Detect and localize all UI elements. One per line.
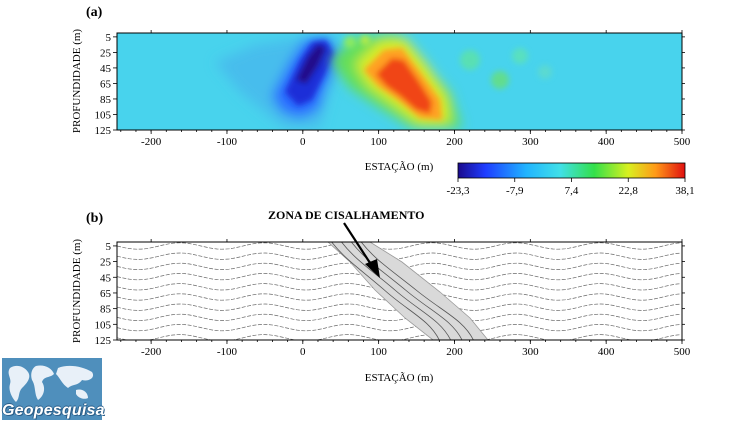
- panel-b-x-tick-label: 400: [598, 346, 615, 358]
- panel-a-x-tick-label: 300: [522, 136, 539, 148]
- panel-b-x-tick-label: 500: [674, 346, 691, 358]
- panel-b-x-tick-label: 0: [300, 346, 306, 358]
- panel-a-xlabel: ESTAÇÃO (m): [365, 161, 434, 173]
- shear-diagram: [117, 242, 682, 340]
- panel-a-x-ticks: -200 -100 0 100 200 300 400 500: [120, 30, 691, 148]
- panel-a-x-tick-label: 400: [598, 136, 615, 148]
- geopesquisa-logo: Geopesquisa: [2, 358, 105, 420]
- stratum-line: [117, 313, 682, 321]
- panel-b-y-ticks: 5 25 45 65 85 105 125: [95, 241, 685, 347]
- colorbar: [457, 162, 686, 179]
- panel-a-y-tick-label: 85: [100, 94, 112, 106]
- stratum-line: [117, 293, 682, 301]
- panel-a-y-tick-label: 45: [100, 63, 112, 75]
- panel-b-x-tick-label: 100: [370, 346, 387, 358]
- panel-b-x-tick-label: -100: [217, 346, 238, 358]
- stratum-line: [117, 303, 682, 311]
- colorbar-tick-label: -7,9: [506, 185, 524, 197]
- panel-b-y-tick-label: 125: [95, 335, 112, 347]
- colorbar-tick-label: 38,1: [675, 185, 694, 197]
- panel-a-ylabel: PROFUNDIDADE (m): [71, 29, 83, 134]
- stratum-line: [117, 324, 682, 332]
- annotation-arrow: [343, 222, 380, 278]
- panel-b-label: (b): [86, 211, 103, 226]
- diagram-frame: [116, 241, 683, 341]
- logo-text: Geopesquisa: [2, 402, 105, 419]
- shear-line: [341, 242, 452, 340]
- panel-a-y-tick-label: 125: [95, 125, 112, 137]
- stratum-line: [117, 283, 682, 291]
- panel-a-y-tick-label: 5: [106, 32, 112, 44]
- panel-b-x-tick-label: -200: [141, 346, 162, 358]
- panel-b-y-tick-label: 105: [95, 319, 112, 331]
- panel-a-x-tick-label: 100: [370, 136, 387, 148]
- panel-b-ylabel: PROFUNDIDADE (m): [71, 239, 83, 344]
- stratum-line: [117, 273, 682, 281]
- world-map-icon: [2, 358, 102, 420]
- colorbar-tick-label: -23,3: [447, 185, 470, 197]
- colorbar-tick-label: 7,4: [565, 185, 579, 197]
- stratum-line: [117, 242, 682, 250]
- panel-b-x-tick-label: 300: [522, 346, 539, 358]
- stratum-line: [117, 262, 682, 270]
- panel-a-x-tick-label: -100: [217, 136, 238, 148]
- panel-a-label: (a): [86, 5, 103, 20]
- panel-a-x-tick-label: 200: [446, 136, 463, 148]
- panel-b-y-tick-label: 85: [100, 304, 112, 316]
- stratum-line: [117, 252, 682, 260]
- strata-lines: [117, 242, 682, 340]
- panel-a-x-tick-label: 500: [674, 136, 691, 148]
- panel-b-y-tick-label: 5: [106, 241, 112, 253]
- panel-b-x-tick-label: 200: [446, 346, 463, 358]
- colorbar-tick-label: 22,8: [619, 185, 639, 197]
- panel-a-x-tick-label: 0: [300, 136, 306, 148]
- panel-b-y-tick-label: 65: [100, 288, 112, 300]
- panel-a-y-tick-label: 25: [100, 47, 112, 59]
- heatmap-frame: [116, 32, 683, 131]
- panel-b-y-tick-label: 25: [100, 257, 112, 269]
- shear-line: [331, 242, 440, 340]
- panel-a-x-tick-label: -200: [141, 136, 162, 148]
- shear-line: [360, 242, 474, 340]
- shear-zone-annotation: ZONA DE CISALHAMENTO: [268, 208, 424, 222]
- heatmap-field: [117, 33, 682, 130]
- panel-b-x-ticks: -200 -100 0 100 200 300 400 500: [120, 239, 691, 358]
- panel-a-y-tick-label: 65: [100, 78, 112, 90]
- panel-a-y-tick-label: 105: [95, 109, 112, 121]
- panel-b-xlabel: ESTAÇÃO (m): [365, 372, 434, 384]
- colorbar-ticks: -23,3 -7,9 7,4 22,8 38,1: [447, 178, 695, 197]
- panel-a-y-ticks: 5 25 45 65 85 105 125: [95, 32, 685, 137]
- panel-b-y-tick-label: 45: [100, 272, 112, 284]
